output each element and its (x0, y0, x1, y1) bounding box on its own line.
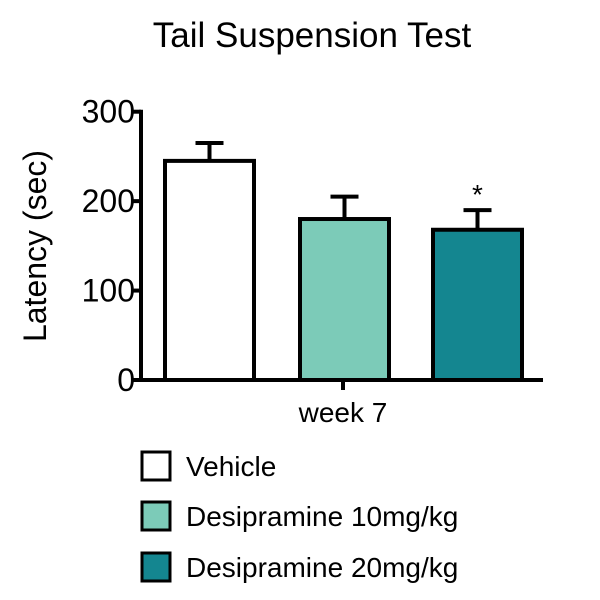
legend-label: Desipramine 10mg/kg (186, 501, 458, 532)
legend-label: Desipramine 20mg/kg (186, 552, 458, 583)
y-tick-label: 200 (82, 183, 135, 219)
x-tick-label: week 7 (298, 397, 388, 428)
bar-vehicle (163, 158, 256, 382)
chart-title: Tail Suspension Test (153, 16, 472, 55)
y-tick-label: 100 (82, 273, 135, 309)
bar-desipramine-20mg-kg (431, 227, 524, 382)
bar-desipramine-10mg-kg (298, 217, 391, 382)
y-tick-label: 0 (117, 362, 135, 398)
significance-marker: * (472, 179, 483, 210)
legend-swatch (140, 551, 172, 583)
y-axis-label: Latency (sec) (17, 150, 53, 342)
legend-swatch (140, 500, 172, 532)
legend-swatch (140, 450, 172, 482)
y-tick-label: 300 (82, 94, 135, 130)
legend-label: Vehicle (186, 451, 276, 482)
